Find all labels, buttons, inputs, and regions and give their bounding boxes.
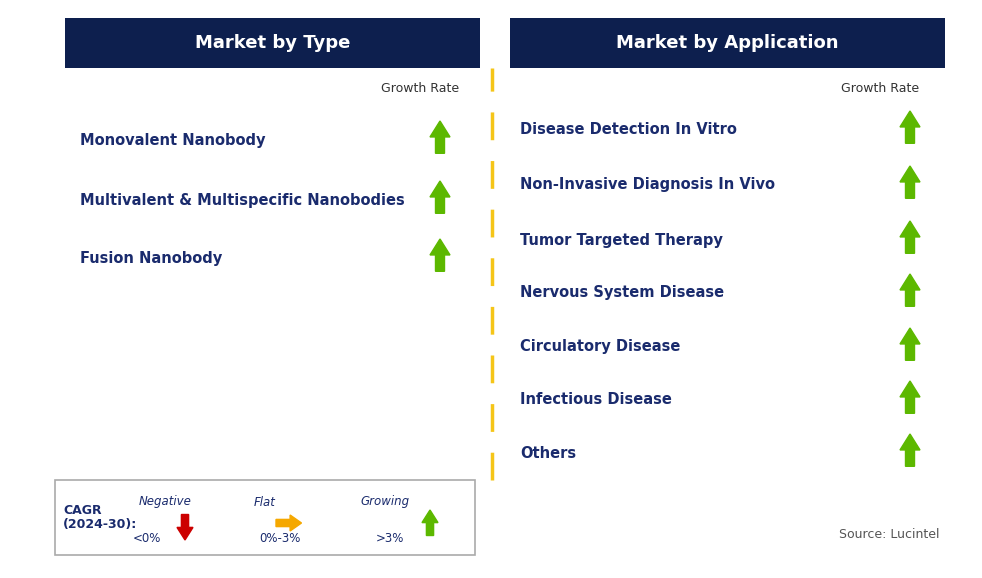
Bar [55,480,475,555]
Text: Nervous System Disease: Nervous System Disease [520,286,724,301]
Text: Monovalent Nanobody: Monovalent Nanobody [80,132,265,147]
Bar [510,18,945,68]
FancyArrow shape [900,166,920,198]
Text: Tumor Targeted Therapy: Tumor Targeted Therapy [520,232,723,247]
Text: Disease Detection In Vitro: Disease Detection In Vitro [520,123,736,138]
FancyArrow shape [900,221,920,253]
Text: Market by Application: Market by Application [617,34,839,52]
Text: Flat: Flat [254,495,276,509]
Text: >3%: >3% [376,532,405,544]
FancyArrow shape [900,328,920,360]
Text: Growth Rate: Growth Rate [381,81,459,94]
Text: Circulatory Disease: Circulatory Disease [520,339,681,354]
FancyArrow shape [900,381,920,413]
Text: Others: Others [520,446,576,461]
Text: <0%: <0% [133,532,161,544]
Text: Non-Invasive Diagnosis In Vivo: Non-Invasive Diagnosis In Vivo [520,177,775,192]
FancyArrow shape [276,515,301,531]
Text: Market by Type: Market by Type [194,34,351,52]
FancyArrow shape [177,514,193,540]
FancyArrow shape [430,239,450,271]
Text: Growth Rate: Growth Rate [841,81,919,94]
Text: Source: Lucintel: Source: Lucintel [840,528,940,542]
Bar [65,18,480,68]
FancyArrow shape [422,510,438,535]
Text: 0%-3%: 0%-3% [259,532,300,544]
FancyArrow shape [900,274,920,306]
Text: (2024-30):: (2024-30): [63,518,137,531]
Text: CAGR: CAGR [63,504,101,517]
Text: Fusion Nanobody: Fusion Nanobody [80,250,222,265]
Text: Growing: Growing [360,495,409,509]
FancyArrow shape [900,111,920,143]
FancyArrow shape [430,121,450,153]
Text: Multivalent & Multispecific Nanobodies: Multivalent & Multispecific Nanobodies [80,192,405,208]
FancyArrow shape [430,181,450,213]
Text: Infectious Disease: Infectious Disease [520,392,672,407]
Text: Negative: Negative [138,495,191,509]
FancyArrow shape [900,434,920,466]
